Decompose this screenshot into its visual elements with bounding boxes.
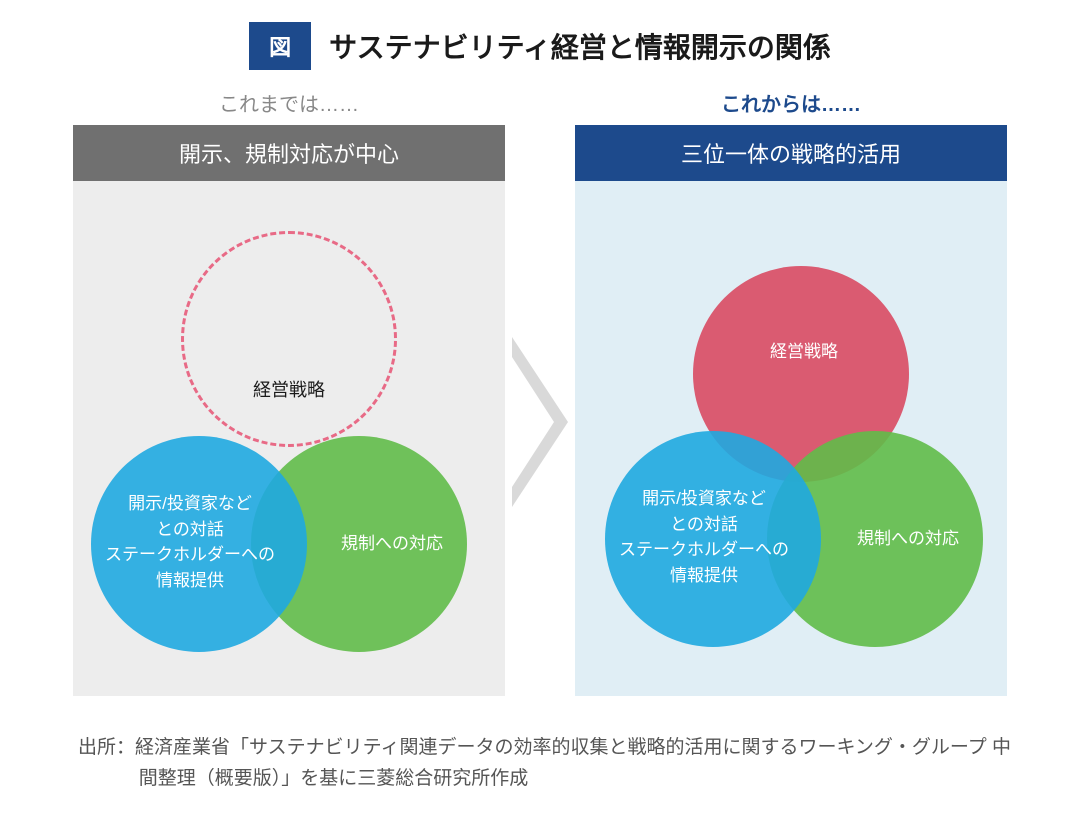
- left-venn: 経営戦略 開示/投資家などとの対話ステークホルダーへの情報提供 規制への対応: [73, 181, 505, 696]
- right-venn: 経営戦略 開示/投資家などとの対話ステークホルダーへの情報提供 規制への対応: [575, 181, 1007, 696]
- figure-badge: 図: [249, 22, 311, 70]
- right-panel: これからは…… 三位一体の戦略的活用 経営戦略 開示/投資家などとの対話ステーク…: [575, 88, 1007, 696]
- panels-wrap: これまでは…… 開示、規制対応が中心 経営戦略 開示/投資家などとの対話ステーク…: [0, 88, 1080, 696]
- circle-disclosure-label: 開示/投資家などとの対話ステークホルダーへの情報提供: [609, 486, 799, 588]
- source-citation: 出所：経済産業省「サステナビリティ関連データの効率的収集と戦略的活用に関するワー…: [78, 733, 1020, 794]
- title-row: 図 サステナビリティ経営と情報開示の関係: [0, 0, 1080, 70]
- circle-disclosure-label: 開示/投資家などとの対話ステークホルダーへの情報提供: [95, 491, 285, 593]
- dashed-circle-label: 経営戦略: [253, 376, 325, 402]
- arrow-column: [505, 88, 575, 696]
- main-title: サステナビリティ経営と情報開示の関係: [329, 26, 831, 66]
- left-sublabel: これまでは……: [73, 88, 505, 117]
- dashed-circle-strategy: [181, 231, 397, 447]
- left-panel-header: 開示、規制対応が中心: [73, 125, 505, 181]
- right-sublabel: これからは……: [575, 88, 1007, 117]
- right-panel-header: 三位一体の戦略的活用: [575, 125, 1007, 181]
- arrow-chevron-icon: [512, 337, 568, 507]
- left-panel-body: 経営戦略 開示/投資家などとの対話ステークホルダーへの情報提供 規制への対応: [73, 181, 505, 696]
- left-panel: これまでは…… 開示、規制対応が中心 経営戦略 開示/投資家などとの対話ステーク…: [73, 88, 505, 696]
- right-panel-body: 経営戦略 開示/投資家などとの対話ステークホルダーへの情報提供 規制への対応: [575, 181, 1007, 696]
- circle-regulation-label: 規制への対応: [341, 531, 443, 557]
- circle-regulation-label: 規制への対応: [857, 526, 959, 552]
- circle-strategy-label: 経営戦略: [770, 339, 838, 365]
